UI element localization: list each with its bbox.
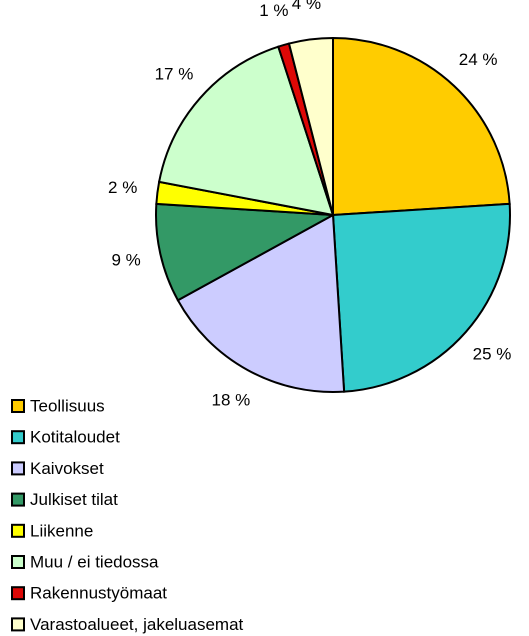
data-label: 1 % xyxy=(259,1,288,20)
legend-label: Julkiset tilat xyxy=(30,490,118,509)
legend-swatch xyxy=(11,586,25,601)
legend-label: Varastoalueet, jakeluasemat xyxy=(30,615,244,634)
data-label: 4 % xyxy=(292,0,321,13)
pie-slice xyxy=(287,36,334,216)
legend-label: Teollisuus xyxy=(30,396,105,415)
data-label: 17 % xyxy=(155,64,194,83)
legend-swatch xyxy=(11,461,25,476)
data-label: 25 % xyxy=(473,345,512,364)
legend-swatch xyxy=(11,399,25,413)
pie-slice xyxy=(155,202,337,302)
legend-swatch xyxy=(11,492,25,507)
data-label: 2 % xyxy=(108,178,137,197)
pie-slice xyxy=(331,202,511,393)
legend-swatch xyxy=(11,617,25,632)
legend-label: Liikenne xyxy=(30,521,93,540)
legend-label: Kotitaloudet xyxy=(30,428,120,447)
legend-swatch xyxy=(11,555,25,569)
pie-slice xyxy=(157,45,335,217)
pie-slice xyxy=(332,36,511,217)
legend-label: Muu / ei tiedossa xyxy=(30,552,159,571)
data-label: 18 % xyxy=(211,390,250,409)
legend-label: Rakennustyömaat xyxy=(30,584,167,603)
data-label: 24 % xyxy=(459,50,498,69)
pie-slice xyxy=(176,213,346,393)
legend-swatch xyxy=(11,523,25,538)
legend-label: Kaivokset xyxy=(30,459,104,478)
data-label: 9 % xyxy=(111,251,140,270)
legend-swatch xyxy=(11,430,25,445)
